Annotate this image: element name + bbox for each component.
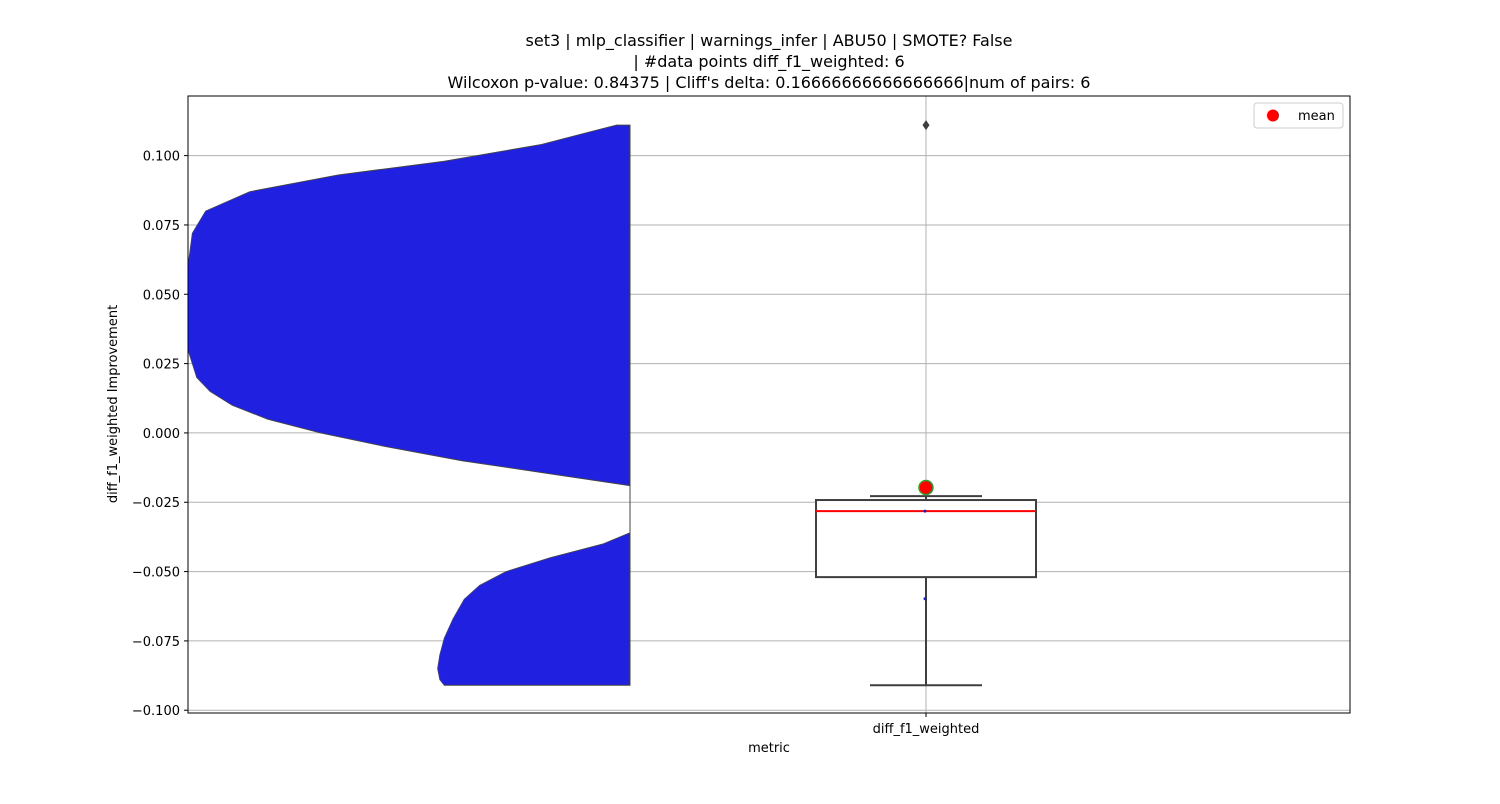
- chart-title-line-3: Wilcoxon p-value: 0.84375 | Cliff's delt…: [448, 73, 1091, 92]
- y-tick-label: 0.075: [143, 219, 180, 234]
- mean-marker: [918, 479, 934, 496]
- y-tick-label: −0.025: [132, 496, 180, 511]
- iqr-box: [815, 499, 1037, 579]
- violin-layer: [188, 124, 631, 686]
- chart-title-line-2: | #data points diff_f1_weighted: 6: [633, 52, 904, 72]
- y-tick-label: 0.025: [143, 358, 180, 373]
- x-axis-ticks: diff_f1_weighted: [873, 713, 980, 737]
- y-tick-label: −0.075: [132, 635, 180, 650]
- legend-mean-label: mean: [1298, 109, 1335, 124]
- data-point: [923, 509, 927, 513]
- x-tick-label: diff_f1_weighted: [873, 722, 980, 737]
- y-tick-label: 0.000: [143, 427, 180, 442]
- box-layer: [815, 120, 1037, 687]
- legend: mean: [1253, 102, 1344, 129]
- y-axis-ticks: 0.100 0.075 0.050 0.025 0.000 −0.025 −0.050 −0.…: [132, 150, 188, 719]
- legend-mean-marker: [1267, 109, 1279, 122]
- outlier-marker: [922, 120, 930, 131]
- chart-title-line-1: set3 | mlp_classifier | warnings_infer |…: [526, 31, 1013, 51]
- x-axis-label: metric: [748, 741, 790, 756]
- data-point: [923, 597, 927, 601]
- y-tick-label: −0.050: [132, 566, 180, 581]
- y-axis-label: diff_f1_weighted Improvement: [106, 305, 121, 503]
- legend-frame: [1253, 102, 1344, 129]
- plot-frame: [187, 95, 1351, 714]
- y-tick-label: −0.100: [132, 704, 180, 719]
- y-tick-label: 0.050: [143, 288, 180, 303]
- y-tick-label: 0.100: [143, 150, 180, 165]
- violin-shape: [188, 124, 631, 686]
